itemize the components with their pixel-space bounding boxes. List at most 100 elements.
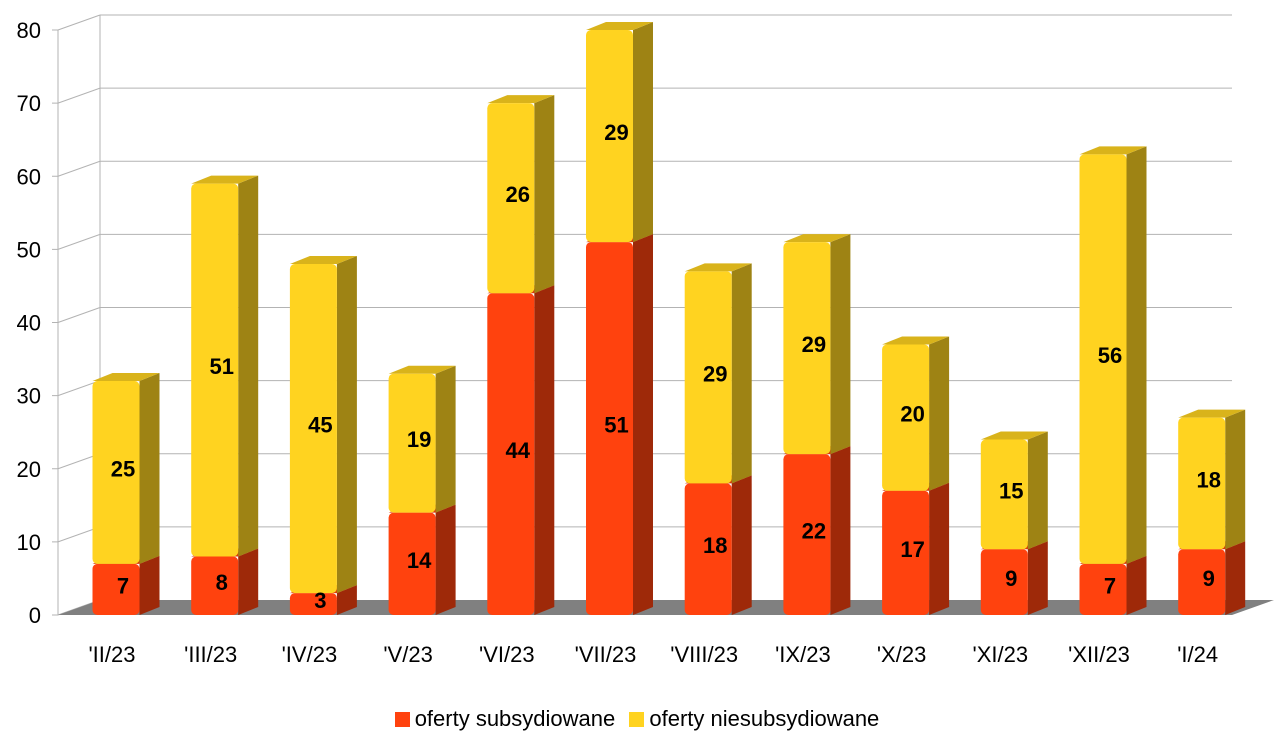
bar-front-face: [191, 183, 239, 557]
y-tick-label: 70: [17, 91, 41, 116]
bar-front-face: [684, 271, 732, 484]
bar-segment-unsubsidized: [487, 95, 555, 294]
y-axis: 0 10 20 30 40 50 60 70 80: [17, 18, 58, 628]
data-label: 18: [1196, 467, 1220, 492]
data-label: 9: [1203, 566, 1215, 591]
bar-side-face: [1126, 146, 1147, 564]
bar-front-face: [1079, 154, 1127, 564]
legend-label-subsidized: oferty subsydiowane: [414, 706, 616, 731]
bar-side-face: [1225, 409, 1246, 550]
bar-front-face: [487, 293, 535, 615]
bar-front-face: [388, 512, 436, 615]
bar-front-face: [191, 556, 239, 615]
data-label: 29: [604, 120, 628, 145]
legend-swatch-unsubsidized: [629, 711, 645, 727]
bar-side-face: [336, 585, 357, 615]
bar-side-face: [1126, 555, 1147, 615]
data-label: 3: [314, 588, 326, 613]
bar-front-face: [1178, 549, 1226, 615]
bar-front-face: [980, 439, 1028, 550]
gridline-wall: [57, 307, 101, 323]
bar-top-face: [684, 263, 752, 272]
legend-item-subsidized: oferty subsydiowane: [394, 706, 616, 732]
gridline-wall: [57, 233, 101, 250]
gridline-wall: [57, 87, 101, 104]
bar-front-face: [586, 30, 633, 243]
y-tick-label: 30: [17, 384, 41, 409]
bar-top-face: [487, 95, 555, 104]
gridline-wall: [57, 160, 101, 177]
x-tick-label: 'X/23: [877, 642, 926, 667]
data-label: 22: [802, 519, 826, 544]
data-label: 19: [407, 427, 431, 452]
data-label: 56: [1098, 343, 1122, 368]
bar-segment-unsubsidized: [1178, 409, 1246, 550]
gridline-wall: [57, 380, 101, 397]
data-label: 29: [703, 361, 727, 386]
bar-segment-unsubsidized: [684, 263, 752, 484]
bar-side-face: [1027, 541, 1048, 615]
legend-item-unsubsidized: oferty niesubsydiowane: [629, 706, 879, 732]
bar-front-face: [783, 454, 831, 615]
bar-side-face: [534, 285, 555, 615]
x-tick-label: 'IX/23: [775, 642, 831, 667]
bar-top-face: [882, 336, 950, 345]
bar-side-face: [929, 482, 950, 615]
x-tick-label: 'VII/23: [575, 642, 637, 667]
bar-front-face: [1079, 563, 1127, 615]
bar-front-face: [289, 264, 337, 594]
data-label: 8: [216, 570, 228, 595]
bar-segment-unsubsidized: [388, 365, 456, 513]
bar-segment-unsubsidized: [191, 175, 259, 557]
bar-side-face: [1225, 541, 1246, 615]
x-tick-label: 'IV/23: [282, 642, 338, 667]
bar-side-face: [435, 504, 456, 615]
data-label: 14: [407, 548, 432, 573]
x-tick-label: 'XII/23: [1068, 642, 1130, 667]
data-labels-layer: 7 25 8 51 3 45 14 19 44 26 51 29 18 29 22 29 17 20 9 15 7 56 9…: [111, 120, 1221, 613]
data-label: 45: [308, 413, 332, 438]
bar-side-face: [534, 95, 555, 294]
data-label: 15: [999, 478, 1023, 503]
bar-side-face: [139, 373, 160, 564]
y-tick-label: 40: [17, 311, 41, 336]
bar-side-face: [336, 256, 357, 594]
bar-top-face: [92, 373, 160, 381]
gridline-wall: [57, 14, 101, 31]
bar-front-face: [684, 483, 732, 615]
bar-front-face: [92, 381, 140, 564]
bar-top-face: [1178, 409, 1246, 418]
bar-front-face: [289, 593, 337, 615]
chart-floor: [58, 600, 1274, 615]
x-tick-label: 'VI/23: [479, 642, 535, 667]
bar-segment-subsidized: [487, 285, 555, 615]
data-label: 29: [802, 332, 826, 357]
data-label: 26: [506, 182, 530, 207]
data-label: 20: [900, 402, 924, 427]
y-tick-label: 0: [29, 603, 41, 628]
data-label: 7: [117, 573, 129, 598]
bar-side-face: [633, 22, 653, 243]
x-tick-label: 'III/23: [184, 642, 237, 667]
bar-side-face: [830, 446, 851, 615]
bar-segment-unsubsidized: [882, 336, 950, 491]
bar-segment-unsubsidized: [289, 256, 357, 594]
bar-front-face: [882, 490, 930, 615]
legend-swatch-subsidized: [394, 711, 410, 727]
bar-front-face: [388, 373, 436, 513]
bar-segment-unsubsidized: [1079, 146, 1147, 564]
data-label: 44: [506, 438, 531, 463]
x-tick-label: 'II/23: [88, 642, 135, 667]
chart-floor-surface: [58, 600, 1274, 615]
bar-side-face: [731, 475, 752, 615]
bar-side-face: [1027, 431, 1048, 550]
y-tick-label: 50: [17, 237, 41, 262]
bar-side-face: [830, 234, 851, 455]
x-tick-label: 'V/23: [383, 642, 432, 667]
bar-top-face: [388, 365, 456, 374]
stacked-bar-chart: 7 25 8 51 3 45 14 19 44 26 51 29 18 29 22 29 17 20 9 15 7 56 9…: [17, 14, 1274, 667]
bars-layer: [92, 22, 1246, 615]
y-tick-label: 80: [17, 18, 41, 43]
bar-front-face: [980, 549, 1028, 615]
bar-side-face: [633, 234, 653, 615]
